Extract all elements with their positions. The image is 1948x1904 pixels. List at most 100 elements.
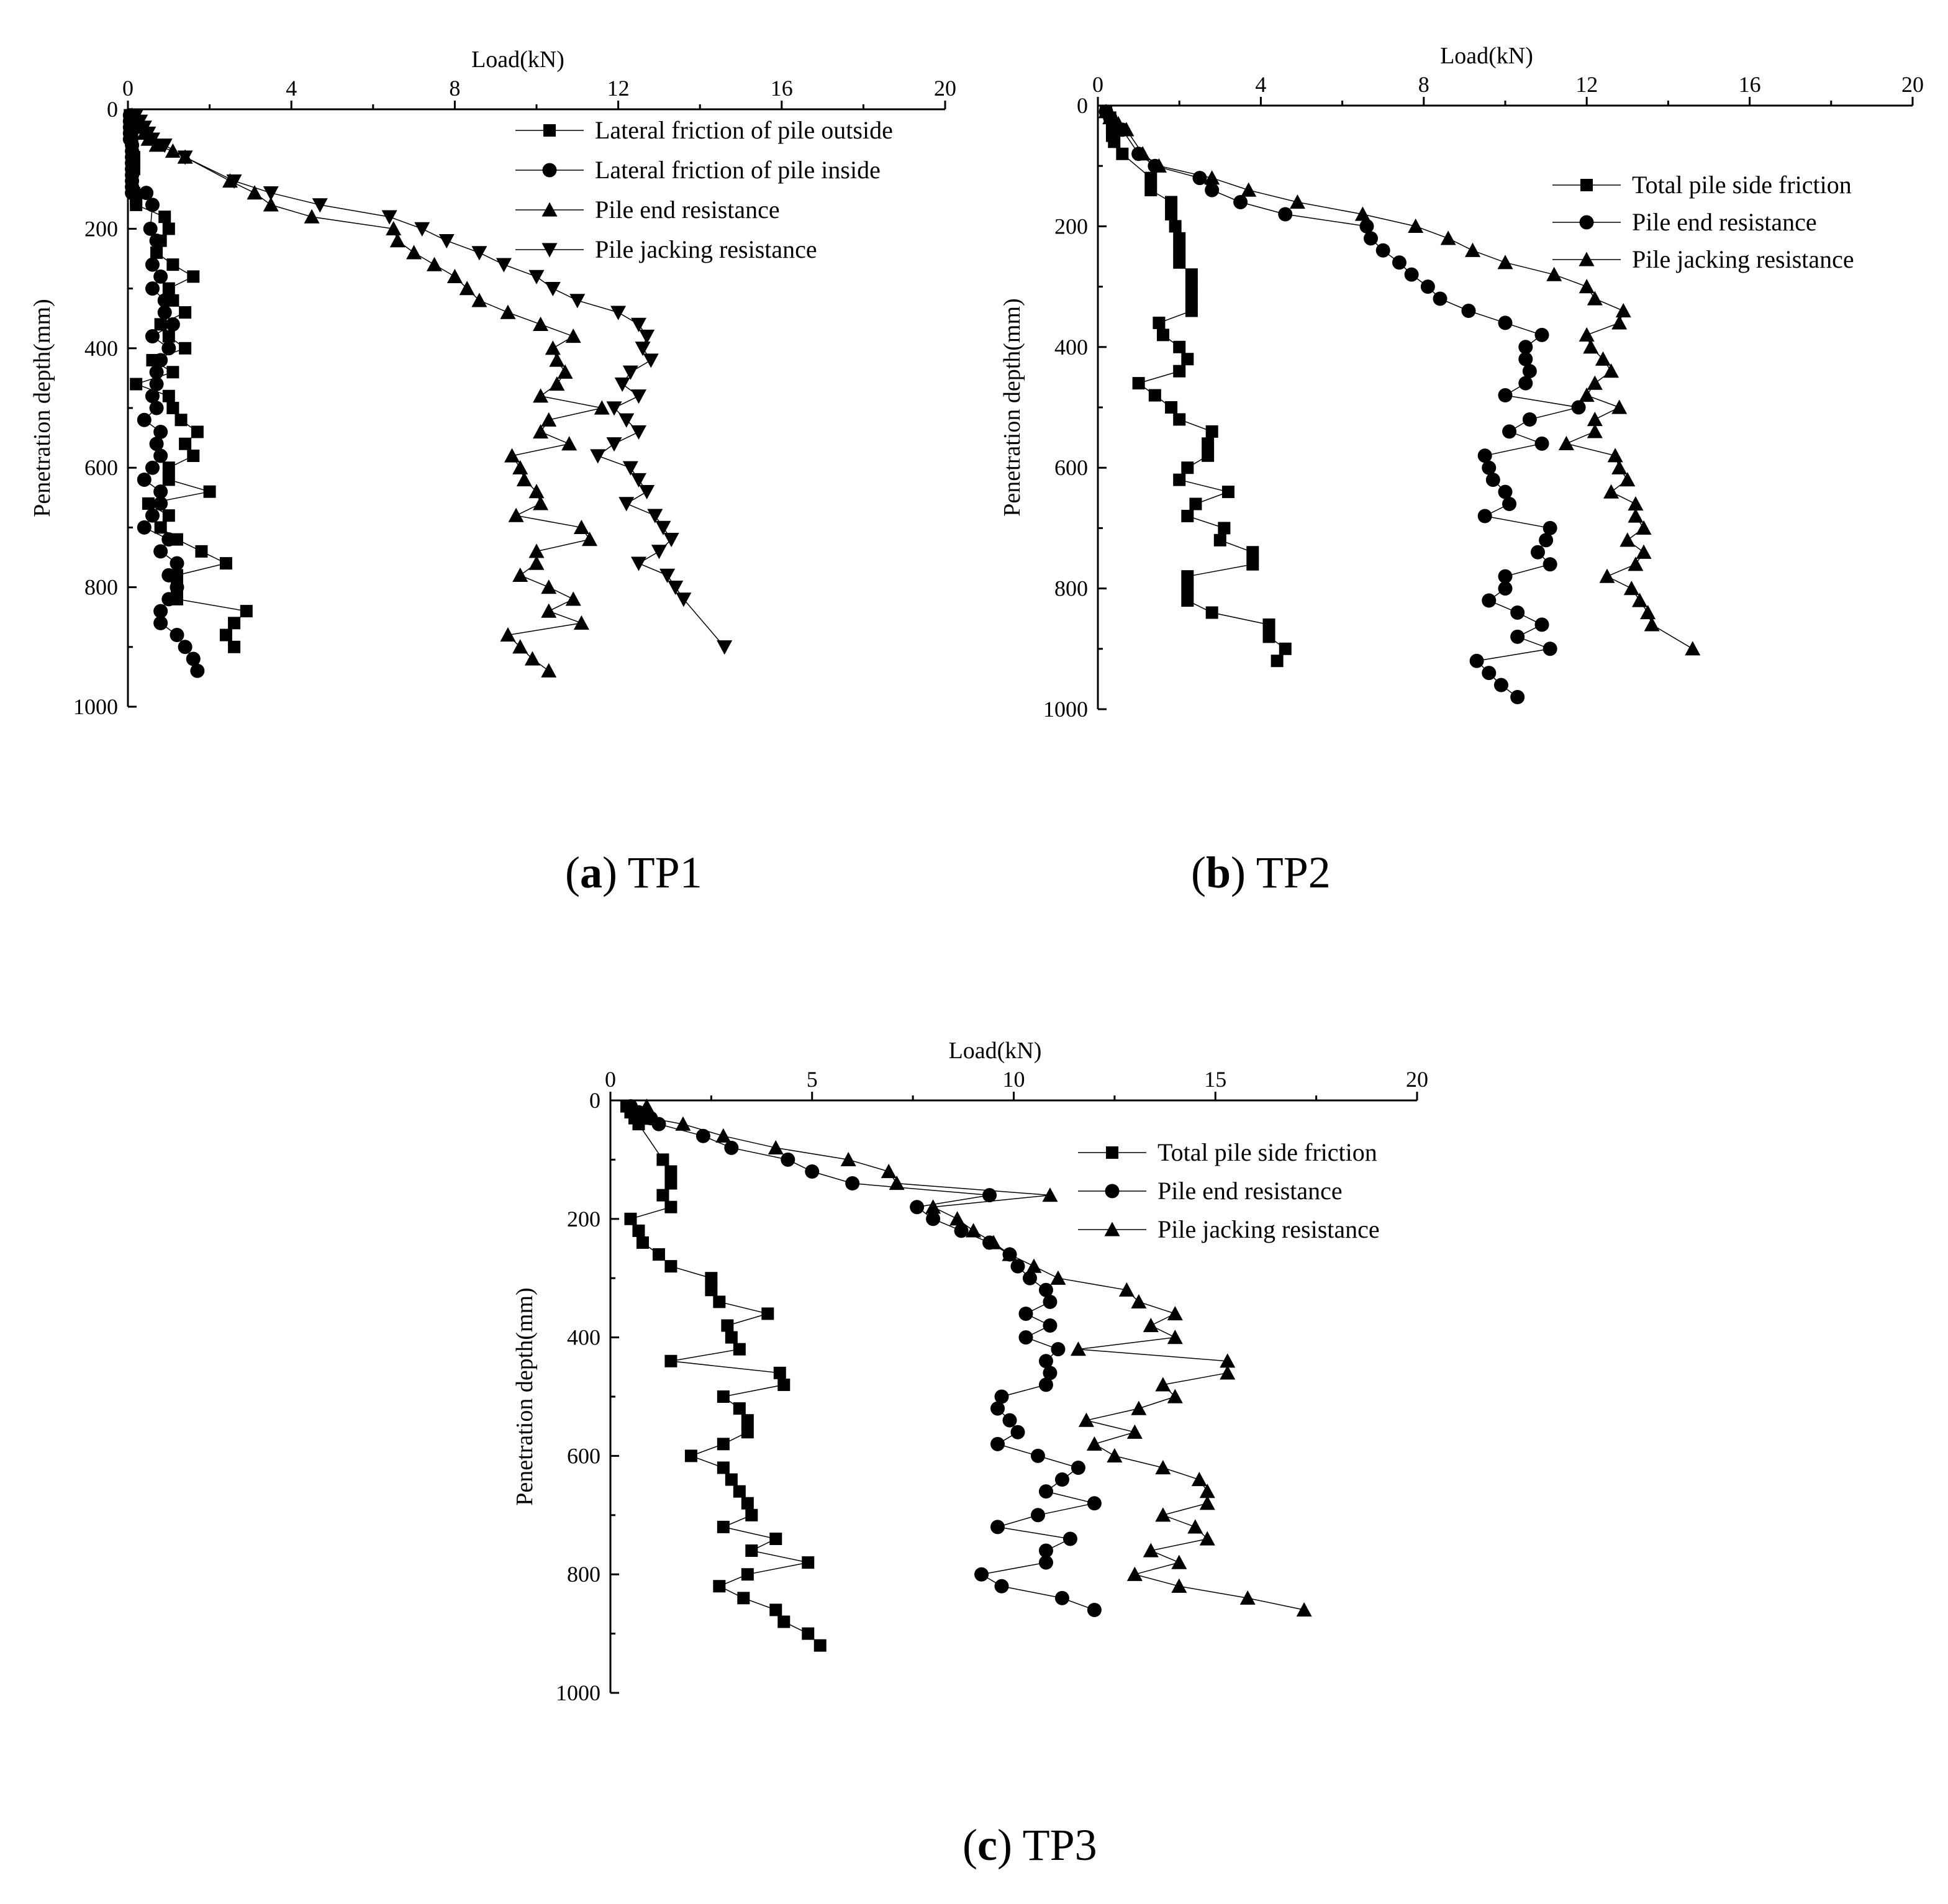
data-point [153, 544, 168, 559]
data-point [228, 617, 241, 630]
x-tick-label: 0 [1092, 72, 1103, 97]
data-point [1202, 449, 1215, 462]
data-point [130, 378, 143, 391]
data-point [994, 1579, 1009, 1593]
legend-label: Pile end resistance [595, 196, 780, 224]
data-point [166, 258, 179, 271]
data-point [504, 448, 520, 463]
data-point [949, 1211, 966, 1226]
data-point [1518, 340, 1533, 355]
x-axis-label: Load(kN) [471, 47, 564, 73]
data-point [664, 1165, 677, 1178]
data-point [145, 329, 160, 344]
data-point [745, 1544, 758, 1557]
data-point [1155, 1377, 1171, 1392]
data-point [512, 567, 528, 582]
data-point [1078, 1412, 1094, 1427]
data-point [149, 437, 164, 451]
data-point [1579, 327, 1595, 342]
data-point [219, 557, 232, 570]
data-point [569, 294, 586, 309]
data-point [1587, 291, 1603, 306]
data-point [165, 317, 180, 332]
data-point [590, 449, 606, 464]
data-point [761, 1307, 774, 1320]
data-point [153, 448, 168, 463]
data-point [406, 245, 422, 260]
data-point [149, 377, 164, 392]
data-point [1498, 484, 1513, 499]
data-point [631, 556, 646, 571]
data-point [1440, 230, 1456, 245]
data-point [533, 388, 549, 403]
data-point [149, 401, 164, 415]
data-point [717, 1390, 730, 1403]
data-point [157, 305, 172, 320]
data-point [533, 424, 549, 439]
data-point [533, 316, 549, 331]
y-tick-label: 1000 [556, 1680, 600, 1705]
data-point [1433, 291, 1447, 306]
data-point [1485, 473, 1500, 487]
data-point [652, 1248, 665, 1261]
data-point [125, 186, 140, 201]
data-point [1611, 460, 1628, 474]
series-triangle-up [1098, 104, 1701, 656]
data-point [162, 330, 175, 343]
legend-marker [542, 163, 557, 178]
data-point [161, 592, 176, 607]
data-point [143, 221, 158, 236]
data-point [1002, 1413, 1017, 1428]
data-point [773, 1366, 786, 1379]
data-point [1181, 353, 1194, 366]
data-point [636, 1236, 649, 1249]
data-point [561, 436, 578, 451]
data-point [165, 143, 181, 158]
data-point [1038, 1555, 1053, 1570]
data-point [777, 1615, 791, 1628]
data-point [145, 389, 160, 404]
data-point [1375, 243, 1390, 258]
data-point [1131, 1294, 1147, 1308]
data-point [1010, 1425, 1025, 1439]
data-point [1038, 1543, 1053, 1558]
data-point [994, 1389, 1009, 1404]
data-point [659, 568, 676, 583]
data-point [154, 318, 167, 331]
data-point [1173, 232, 1186, 245]
data-point [717, 640, 733, 655]
data-point [1623, 581, 1639, 596]
data-point [663, 533, 679, 548]
panel-caption-letter: b [1205, 848, 1231, 897]
data-point [1043, 1318, 1058, 1333]
data-point [639, 485, 655, 500]
data-point [1038, 1377, 1053, 1392]
data-point [631, 389, 646, 404]
data-point [573, 519, 589, 535]
data-point [610, 306, 627, 320]
data-point [1404, 267, 1419, 282]
data-point [733, 1485, 746, 1498]
data-point [1220, 1365, 1236, 1380]
legend-label: Pile jacking resistance [595, 235, 817, 263]
data-point [177, 150, 193, 165]
data-point [1510, 605, 1525, 620]
data-point [154, 521, 167, 534]
data-point [622, 365, 638, 380]
data-point [1205, 606, 1218, 619]
data-point [1173, 413, 1186, 426]
data-point [139, 186, 154, 201]
data-point [695, 1128, 710, 1143]
data-point [1181, 594, 1194, 607]
data-point [545, 281, 561, 297]
data-point [137, 520, 152, 535]
legend-label: Pile end resistance [1157, 1177, 1343, 1205]
data-point [1153, 316, 1166, 329]
chart-panel-c: 0 5 10 15 2002004006008001000Load(kN)Penetra… [512, 1038, 1428, 1705]
data-point [1187, 1519, 1203, 1534]
panel-caption-c: (c) TP3 [963, 1820, 1097, 1870]
data-point [777, 1378, 791, 1391]
data-point [1131, 1400, 1147, 1415]
data-point [647, 509, 663, 524]
data-point [1143, 1318, 1159, 1333]
